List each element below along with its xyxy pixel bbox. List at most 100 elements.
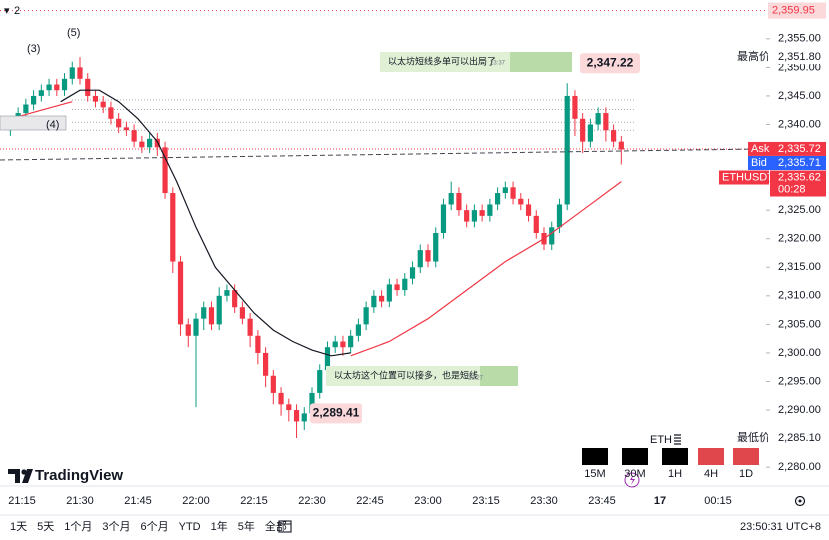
note-box [326, 366, 518, 386]
candle-body [216, 295, 222, 325]
x-tick-label: 23:30 [530, 495, 558, 507]
candle-body [572, 95, 578, 119]
candle-body [479, 210, 485, 216]
settings-icon[interactable] [794, 495, 806, 507]
candle-body [108, 107, 114, 119]
candle-body [23, 104, 29, 114]
candle-body [170, 193, 176, 262]
candle-body [332, 341, 338, 348]
candle-body [425, 250, 431, 262]
note-time: 23:37 [490, 61, 506, 67]
candle-body [379, 295, 385, 302]
candle-body [603, 113, 609, 131]
candle-body [193, 318, 199, 336]
quote-label: 2,335.62 [778, 171, 821, 183]
candle-body [116, 118, 122, 128]
candle-body [595, 113, 601, 125]
candle-body [131, 130, 137, 142]
candle-body [525, 204, 532, 216]
candle-body [255, 335, 261, 353]
brand-logo [8, 469, 33, 483]
range-button[interactable]: YTD [179, 521, 201, 533]
candle-body [348, 335, 354, 348]
candle-body [69, 67, 75, 79]
y-tick-label: 2,305.00 [778, 318, 821, 330]
candle-body [487, 204, 493, 216]
candle-body [154, 138, 160, 148]
legend-toggle[interactable]: 2 [14, 5, 20, 17]
y-tick-label: 2,355.00 [778, 33, 821, 45]
range-button[interactable]: 3个月 [102, 520, 130, 533]
quote-name: Bid [751, 157, 767, 169]
candle-body [564, 95, 570, 205]
quote-name-box [719, 170, 769, 185]
range-button[interactable]: 1天 [10, 521, 27, 533]
candle-body [185, 324, 191, 336]
candle-body [224, 290, 230, 296]
candle-body [409, 267, 416, 279]
quote-name-box [748, 155, 770, 170]
y-tick-label: 2,280.00 [778, 461, 821, 473]
note-text: 以太坊这个位置可以接多，也是短线 [334, 369, 478, 380]
x-tick-label: 22:30 [298, 495, 326, 507]
interval-box[interactable] [662, 448, 688, 465]
candle-body [61, 78, 68, 91]
interval-box[interactable] [622, 448, 648, 465]
candle-body [518, 198, 524, 205]
candle-body [201, 307, 207, 319]
note-box-shade [510, 52, 572, 72]
watch-icon [674, 434, 681, 445]
toggle-arrow[interactable]: ▾ [4, 5, 10, 17]
interval-box[interactable] [733, 448, 759, 465]
candle-body [324, 347, 331, 371]
quote-name: ETHUSDT [722, 171, 774, 183]
quote-box [770, 141, 826, 156]
low-tag [768, 431, 826, 446]
x-tick-label: 23:00 [414, 495, 442, 507]
range-button[interactable]: 全部 [265, 519, 287, 533]
range-button[interactable]: 5天 [37, 521, 54, 533]
price-label-box [580, 53, 640, 74]
candle-body [456, 193, 462, 211]
countdown: 00:28 [778, 183, 806, 195]
candle-body [309, 392, 315, 414]
candle-body [92, 95, 99, 102]
interval-label: 30M [624, 468, 645, 480]
candle-body [278, 392, 284, 405]
price-label-box [310, 403, 362, 424]
trend-line [0, 147, 829, 161]
x-tick-label: 22:45 [356, 495, 384, 507]
candle-body [386, 284, 392, 302]
candle-body [556, 204, 563, 228]
alert-label: 2,359.95 [772, 4, 815, 16]
y-tick-label: 2,325.00 [778, 204, 821, 216]
wave-label: (4) [46, 119, 59, 131]
range-button[interactable]: 1年 [211, 519, 228, 533]
range-button[interactable]: 6个月 [141, 520, 169, 533]
candle-body [580, 118, 586, 142]
candle-body [371, 295, 377, 308]
calendar-icon[interactable] [278, 520, 292, 533]
interval-box[interactable] [698, 448, 724, 465]
candle-body [611, 130, 617, 142]
candle-body [510, 187, 516, 199]
candle-body [363, 307, 369, 325]
lightning [630, 475, 635, 485]
interval-box[interactable] [582, 448, 608, 465]
candle-body [232, 290, 238, 308]
interval-label: 1H [668, 468, 682, 480]
candle-body [293, 410, 300, 422]
high-text: 最高价 [737, 49, 770, 63]
settings-icon-dot [798, 499, 802, 503]
candle-body [394, 284, 400, 291]
axis-group: 2,280.00 2,290.00 2,295.00 2,300.00 2,305.00… [719, 2, 826, 473]
range-button[interactable]: 5年 [238, 519, 255, 533]
candle-body [239, 307, 245, 319]
x-tick-label: 22:00 [182, 495, 210, 507]
candle-body [139, 141, 145, 148]
low-label: 2,285.10 [778, 432, 821, 444]
candle-body [301, 413, 307, 422]
price-label: 2,347.22 [587, 55, 634, 69]
range-button[interactable]: 1个月 [64, 520, 92, 533]
